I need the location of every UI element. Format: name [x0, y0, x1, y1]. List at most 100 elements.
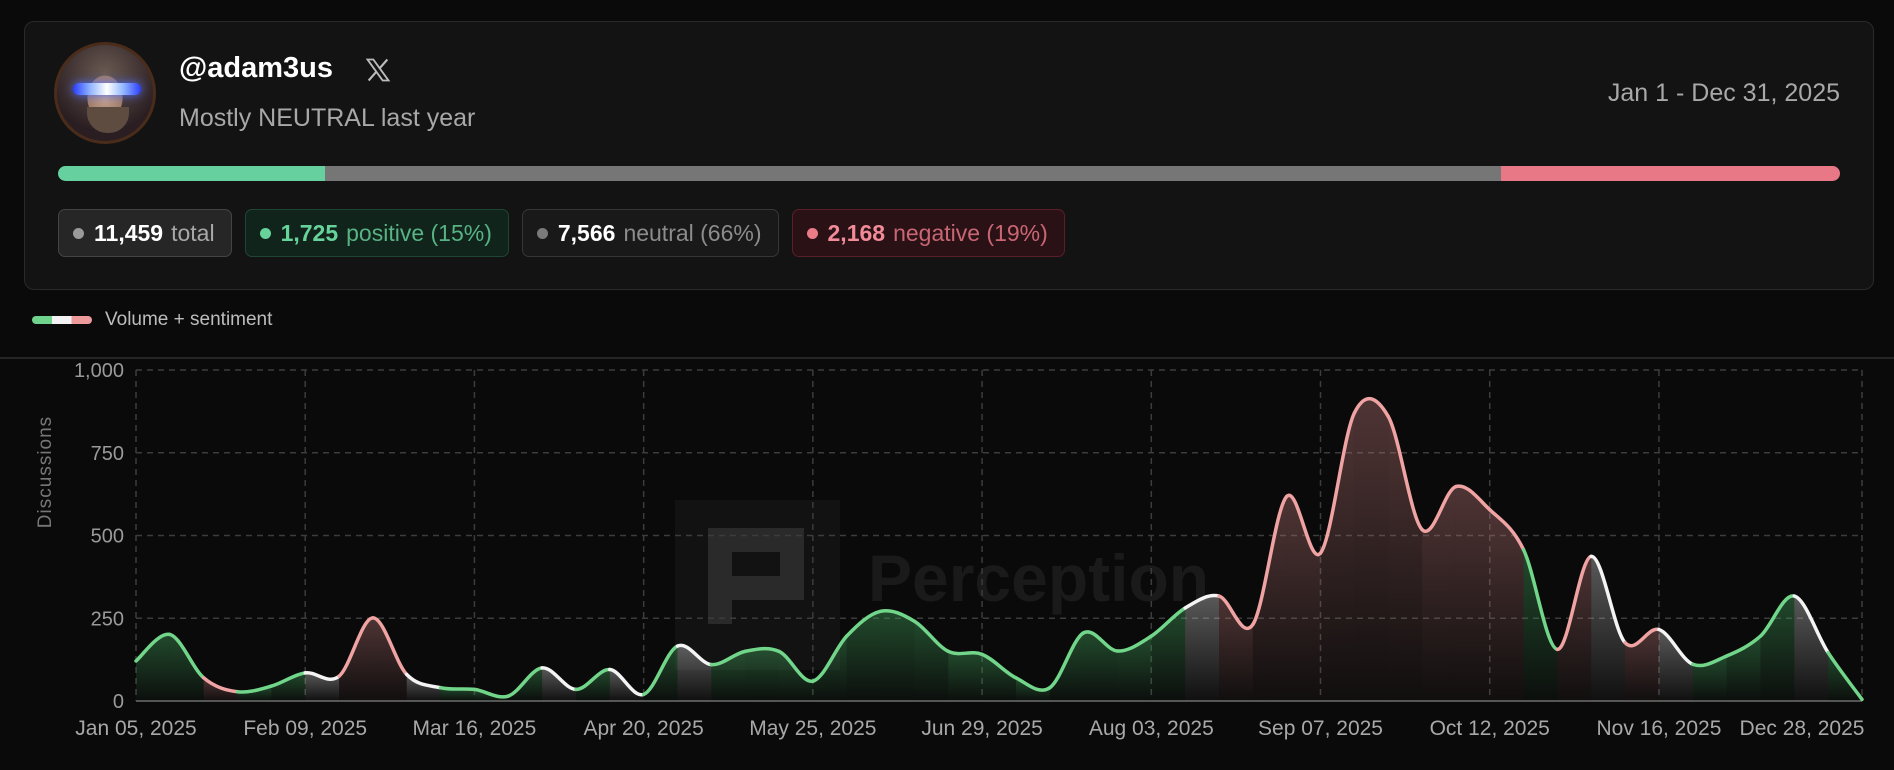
area-segment-neg — [1388, 416, 1423, 701]
y-tick-label: 1,000 — [74, 360, 124, 382]
x-tick-label: Nov 16, 2025 — [1596, 717, 1721, 740]
line-segment-pos — [472, 687, 511, 699]
neutral-label: neutral (66%) — [623, 219, 762, 246]
line-segment-neg — [1352, 397, 1390, 419]
sentiment-bar-negative — [1501, 166, 1840, 181]
line-segment-pos — [743, 646, 781, 654]
line-segment-neg — [1217, 594, 1255, 630]
area-segment-pos — [169, 634, 204, 701]
positive-pill[interactable]: 1,725 positive (15%) — [244, 209, 509, 257]
line-segment-neu — [1183, 593, 1221, 610]
line-segment-pos — [709, 649, 747, 667]
y-tick-label: 750 — [91, 443, 124, 465]
area-segment-neg — [1557, 556, 1592, 701]
profile-handle[interactable]: @adam3us — [179, 52, 334, 84]
line-segment-neg — [1420, 484, 1458, 534]
line-segment-neg — [371, 616, 409, 677]
area-segment-neg — [339, 617, 373, 701]
area-segment-pos — [948, 651, 983, 701]
x-tick-label: Aug 03, 2025 — [1089, 717, 1214, 740]
total-pill[interactable]: 11,459 total — [58, 209, 232, 257]
line-segment-pos — [777, 649, 815, 683]
total-label: total — [171, 219, 215, 246]
sentiment-bar — [58, 166, 1840, 181]
sentiment-bar-positive — [58, 166, 326, 181]
line-segment-neu — [303, 671, 341, 682]
line-segment-pos — [1691, 654, 1729, 668]
area-segment-pos — [1760, 595, 1795, 701]
avatar-eye-glow — [73, 83, 141, 95]
line-segment-neu — [1657, 627, 1695, 667]
line-segment-pos — [1521, 547, 1560, 652]
line-segment-pos — [134, 632, 172, 663]
line-segment-pos — [574, 667, 612, 692]
neutral-pill[interactable]: 7,566 neutral (66%) — [521, 209, 779, 257]
stat-pills: 11,459 total 1,725 positive (15%) 7,566 neu… — [58, 209, 1065, 257]
area-segment-neg — [1422, 486, 1456, 701]
positive-value: 1,725 — [280, 219, 339, 246]
line-segment-pos — [269, 671, 307, 688]
negative-value: 2,168 — [827, 219, 886, 246]
y-tick-label: 0 — [113, 691, 124, 713]
line-segment-neg — [1454, 484, 1492, 512]
area-segment-neg — [372, 617, 407, 701]
x-tick-label: Apr 20, 2025 — [584, 717, 704, 740]
area-segment-pos — [745, 648, 780, 701]
line-segment-pos — [506, 666, 544, 698]
line-segment-pos — [1724, 634, 1763, 658]
total-value: 11,459 — [94, 219, 164, 246]
line-segment-pos — [235, 684, 274, 694]
area-segment-pos — [136, 634, 170, 701]
line-segment-pos — [912, 619, 950, 654]
date-range[interactable]: Jan 1 - Dec 31, 2025 — [1607, 79, 1840, 107]
line-segment-neg — [1386, 414, 1424, 532]
x-logo-icon[interactable] — [364, 56, 392, 84]
watermark-text: Perception — [868, 541, 1210, 615]
line-segment-pos — [946, 649, 984, 657]
avatar[interactable] — [54, 42, 156, 144]
area-segment-pos — [1523, 549, 1558, 701]
line-segment-neu — [404, 672, 443, 690]
neutral-value: 7,566 — [557, 219, 616, 246]
line-segment-pos — [641, 644, 680, 697]
x-tick-label: May 25, 2025 — [749, 717, 876, 740]
area-segment-neg — [1218, 596, 1253, 701]
line-segment-pos — [811, 634, 849, 683]
dot-icon — [259, 227, 271, 239]
area-segment-pos — [779, 651, 813, 701]
negative-pill[interactable]: 2,168 negative (19%) — [791, 209, 1065, 257]
line-segment-pos — [438, 686, 477, 692]
x-tick-label: Dec 28, 2025 — [1740, 717, 1865, 740]
area-segment-neu — [1658, 629, 1693, 701]
line-segment-pos — [168, 632, 206, 680]
line-segment-pos — [878, 608, 917, 623]
area-segment-neg — [1489, 509, 1524, 701]
x-tick-label: Jan 05, 2025 — [75, 717, 196, 740]
area-segment-pos — [1117, 636, 1152, 701]
area-segment-neu — [406, 674, 441, 701]
x-tick-label: Jun 29, 2025 — [921, 717, 1042, 740]
dot-icon — [73, 227, 84, 239]
area-segment-neg — [1286, 495, 1321, 701]
line-segment-neg — [1318, 411, 1357, 555]
line-segment-neg — [1487, 507, 1526, 552]
line-segment-pos — [844, 609, 883, 638]
area-segment-neu — [677, 645, 712, 701]
x-tick-label: Mar 16, 2025 — [413, 717, 537, 740]
area-segment-pos — [812, 636, 847, 701]
line-segment-neu — [1589, 554, 1627, 645]
line-segment-pos — [1014, 676, 1052, 692]
sentiment-bar-neutral — [325, 166, 1502, 181]
line-segment-neu — [540, 666, 578, 692]
area-segment-pos — [846, 611, 881, 701]
area-segment-pos — [1083, 631, 1118, 701]
perception-watermark-logo — [675, 500, 840, 670]
area-segment-pos — [1692, 655, 1727, 701]
area-segment-neg — [1354, 398, 1389, 701]
area-segment-pos — [982, 654, 1016, 701]
line-segment-pos — [980, 652, 1018, 680]
line-segment-neg — [1555, 554, 1593, 652]
avatar-beard — [87, 107, 129, 133]
chart-legend[interactable]: Volume + sentiment — [32, 309, 272, 331]
line-segment-neg — [1251, 494, 1289, 627]
